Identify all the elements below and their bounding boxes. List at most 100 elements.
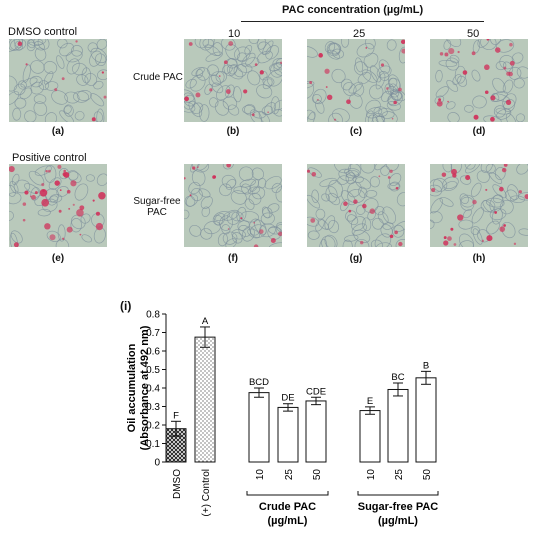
- x-tick-label: (+) Control: [201, 469, 212, 517]
- cell: [275, 224, 282, 236]
- lipid-droplet: [79, 233, 82, 236]
- cell: [372, 112, 385, 122]
- panel-i-label: (i): [120, 299, 132, 313]
- cell: [470, 182, 482, 197]
- lipid-droplet: [41, 198, 50, 207]
- cell: [507, 184, 520, 201]
- pac-concentration-line: [241, 21, 484, 22]
- cell: [14, 97, 27, 109]
- cell: [351, 223, 368, 236]
- cell: [203, 220, 221, 235]
- cell: [486, 220, 500, 235]
- cell: [212, 42, 223, 57]
- lipid-droplet: [277, 231, 282, 237]
- cell: [465, 164, 481, 174]
- cell: [357, 72, 372, 85]
- cell: [376, 242, 392, 247]
- cell: [447, 112, 460, 122]
- cell: [264, 102, 276, 115]
- cell: [26, 41, 36, 52]
- cell: [463, 209, 473, 219]
- lipid-droplet: [189, 194, 192, 197]
- lipid-droplet: [505, 99, 512, 106]
- cell: [340, 199, 350, 212]
- cell: [378, 108, 395, 119]
- cell: [85, 174, 95, 182]
- cell: [9, 184, 16, 197]
- group-brackets: Crude PAC (µg/mL) Sugar-free PAC (µg/mL): [246, 491, 439, 527]
- cell: [184, 101, 196, 113]
- cell: [515, 113, 525, 122]
- lipid-droplet: [378, 175, 381, 178]
- cell: [387, 182, 400, 190]
- cell: [189, 224, 202, 237]
- cell: [324, 234, 338, 247]
- cell: [201, 206, 211, 218]
- y-tick-label: 0.5: [146, 365, 160, 376]
- cell: [268, 226, 282, 235]
- lipid-droplet: [369, 208, 376, 214]
- cell: [505, 113, 517, 122]
- lipid-droplet: [25, 63, 28, 66]
- cell: [347, 214, 359, 226]
- lipid-droplet: [503, 66, 507, 70]
- cell: [239, 178, 256, 188]
- cell: [518, 228, 528, 236]
- y-tick-label: 0: [154, 458, 160, 469]
- lipid-droplet: [333, 118, 337, 121]
- cell: [265, 45, 279, 60]
- lipid-droplet: [227, 228, 230, 230]
- cell: [27, 39, 36, 49]
- cell: [382, 206, 397, 224]
- y-tick-label: 0.1: [146, 439, 160, 450]
- cell: [377, 211, 389, 225]
- cell: [233, 64, 247, 78]
- cell: [245, 57, 260, 68]
- cell: [10, 39, 27, 51]
- cell: [191, 102, 204, 115]
- cell: [374, 233, 392, 247]
- cell: [73, 90, 90, 103]
- cell: [430, 219, 435, 230]
- caption-a: (a): [51, 126, 65, 137]
- cell: [341, 39, 350, 48]
- cell: [489, 208, 507, 221]
- lipid-droplet: [41, 183, 45, 187]
- x-tick-label: 50: [422, 469, 433, 481]
- bar: [305, 400, 327, 463]
- cell: [227, 104, 240, 116]
- lipid-droplet: [45, 169, 48, 173]
- lipid-droplet: [326, 94, 333, 100]
- lipid-droplet: [192, 166, 196, 170]
- cell: [477, 39, 491, 48]
- cell: [490, 39, 502, 46]
- cell: [219, 215, 233, 231]
- cell: [74, 183, 89, 201]
- cell: [204, 44, 221, 57]
- lipid-droplet: [101, 71, 105, 74]
- lipid-droplet: [310, 218, 316, 223]
- lipid-droplet: [92, 199, 95, 202]
- x-tick-label: 25: [284, 469, 295, 481]
- cell: [472, 95, 487, 109]
- lipid-droplet: [457, 214, 464, 221]
- cell: [12, 107, 22, 121]
- lipid-droplet: [63, 169, 67, 173]
- cell: [9, 91, 20, 106]
- cell: [37, 208, 51, 217]
- cell: [247, 228, 260, 239]
- caption-e: (e): [51, 253, 65, 264]
- lipid-droplet: [22, 202, 27, 206]
- cell: [355, 177, 372, 190]
- cell: [492, 77, 506, 93]
- cell: [244, 198, 255, 210]
- cell: [337, 175, 350, 185]
- lipid-droplet: [513, 242, 517, 246]
- y-tick-label: 0.3: [146, 402, 160, 413]
- cell: [307, 194, 321, 209]
- cell: [200, 196, 213, 209]
- cell: [430, 210, 443, 224]
- lipid-droplet: [9, 165, 15, 173]
- cell: [264, 176, 282, 190]
- cell: [311, 94, 322, 104]
